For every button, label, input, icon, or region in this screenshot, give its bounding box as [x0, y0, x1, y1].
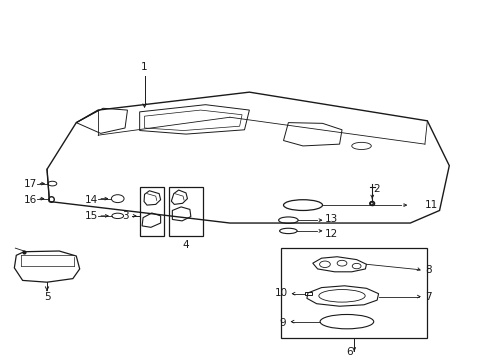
Text: 13: 13	[325, 215, 338, 224]
Text: 14: 14	[85, 195, 98, 205]
Text: 12: 12	[325, 229, 338, 239]
Bar	[281, 248, 427, 338]
Bar	[140, 187, 163, 235]
Text: 4: 4	[183, 239, 189, 249]
Bar	[168, 187, 203, 235]
Text: 11: 11	[424, 200, 437, 210]
Text: 6: 6	[346, 347, 352, 357]
Text: 9: 9	[279, 319, 285, 328]
Bar	[305, 292, 311, 296]
Text: 16: 16	[24, 195, 37, 205]
Text: 2: 2	[373, 184, 380, 194]
Text: 17: 17	[24, 179, 37, 189]
Text: 7: 7	[424, 292, 430, 302]
Text: 15: 15	[85, 211, 98, 221]
Text: 1: 1	[141, 62, 147, 72]
Text: 8: 8	[424, 265, 430, 275]
Text: 10: 10	[275, 288, 288, 298]
Text: 3: 3	[122, 211, 129, 221]
Text: 5: 5	[43, 292, 50, 302]
